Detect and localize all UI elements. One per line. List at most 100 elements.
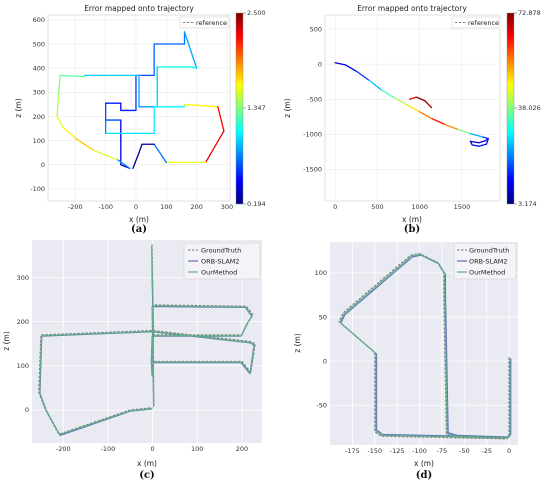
error-segment-a-2-2 — [132, 152, 140, 170]
series-a — [56, 31, 225, 170]
colorbar-b — [506, 12, 515, 205]
error-segment-b-0-17 — [471, 144, 480, 147]
y-axis-label-d: z (m) — [293, 333, 302, 353]
x-tick-label-d-1: -150 — [367, 447, 382, 455]
grid-d — [330, 242, 518, 445]
error-segment-b-1-1 — [415, 96, 426, 102]
error-segment-a-0-25 — [74, 137, 95, 151]
colorbar-mid-b: 38.026 — [518, 104, 541, 112]
error-segment-a-0-26 — [92, 149, 119, 161]
y-tick-label-a-7: 600 — [33, 16, 45, 24]
error-segment-b-0-7 — [419, 111, 434, 120]
colorbar-min-b: 3.174 — [518, 200, 537, 208]
error-segment-b-0-10 — [457, 128, 472, 135]
x-tick-label-d-6: -25 — [481, 447, 492, 455]
series-line-d-orb-slam2 — [340, 254, 512, 438]
error-segment-b-0-1 — [344, 64, 357, 72]
legend-label-b: reference — [468, 19, 499, 27]
legend-label-a: reference — [196, 19, 227, 27]
legend-c: GroundTruth ORB-SLAM2 OurMethod — [183, 242, 261, 280]
legend-d: GroundTruth ORB-SLAM2 OurMethod — [453, 242, 517, 280]
legend-a: reference — [179, 16, 229, 29]
error-segment-a-0-27 — [117, 159, 131, 170]
x-tick-label-d-0: -175 — [345, 447, 360, 455]
error-segment-a-0-21 — [57, 74, 61, 96]
x-tick-label-b-2: 1000 — [411, 203, 428, 211]
error-segment-a-1-7 — [205, 130, 225, 164]
caption-a: (a) — [131, 224, 147, 235]
error-segment-a-0-13 — [189, 66, 198, 69]
y-tick-label-a-0: -100 — [30, 185, 45, 193]
ticks-d: -175 -150 -125 -100 -75 -50 -25 0 -50 0 50 100 — [315, 269, 512, 455]
y-tick-label-b-0: -1500 — [303, 166, 322, 174]
plot-area-a — [47, 14, 231, 202]
y-tick-label-c-0: 0 — [25, 406, 29, 414]
ticks-c: -200 -100 0 100 200 0 100 200 300 — [17, 274, 249, 453]
x-tick-label-a-1: -100 — [98, 203, 113, 211]
error-segment-b-0-12 — [482, 136, 489, 140]
error-segment-a-0-23 — [56, 115, 64, 128]
y-tick-label-b-3: 0 — [318, 60, 322, 68]
x-tick-label-d-5: -50 — [459, 447, 470, 455]
error-segment-b-1-0 — [408, 96, 417, 100]
x-tick-label-d-4: -75 — [437, 447, 448, 455]
legend-label-c-orb-slam2: ORB-SLAM2 — [201, 258, 240, 266]
error-segment-b-0-0 — [334, 62, 346, 66]
colorbar-a — [235, 12, 244, 205]
x-tick-label-b-0: 0 — [333, 203, 337, 211]
y-tick-label-b-4: 500 — [310, 25, 322, 33]
legend-label-d-our-method: OurMethod — [469, 269, 505, 277]
x-axis-label-b: x (m) — [402, 215, 422, 224]
y-tick-label-c-3: 300 — [17, 274, 29, 282]
error-segment-b-0-19 — [485, 138, 489, 145]
legend-b: reference — [451, 16, 499, 29]
legend-label-c-our-method: OurMethod — [201, 269, 237, 277]
x-tick-label-c-2: 0 — [151, 445, 155, 453]
error-segment-b-0-4 — [380, 89, 395, 99]
caption-c: (c) — [139, 470, 155, 481]
error-segment-a-0-20 — [59, 74, 86, 78]
error-segment-b-0-8 — [431, 118, 446, 126]
error-segment-b-0-2 — [355, 70, 370, 81]
error-segment-a-1-5 — [183, 103, 219, 108]
panel-b: 0 500 1000 1500 -1500 -1000 -500 0 500 Error map… — [283, 4, 541, 235]
x-axis-label-d: x (m) — [414, 459, 434, 468]
y-tick-label-a-6: 500 — [33, 40, 45, 48]
colorbar-min-a: 0.194 — [247, 200, 266, 208]
error-segment-b-1-2 — [424, 99, 433, 109]
y-tick-label-d-3: 100 — [315, 269, 327, 277]
series-c — [38, 244, 256, 437]
x-tick-label-d-3: -100 — [412, 447, 427, 455]
chart-title-a: Error mapped onto trajectory — [84, 4, 194, 13]
error-segment-b-0-9 — [444, 123, 459, 131]
error-segment-b-0-3 — [368, 79, 383, 91]
y-tick-label-b-1: -1000 — [303, 131, 322, 139]
error-segment-a-1-6 — [217, 106, 225, 132]
panel-a: -200 -100 0 100 200 300 -100 0 100 200 300 400 500 60… — [14, 4, 266, 235]
y-tick-label-d-2: 50 — [319, 313, 327, 321]
y-tick-label-c-1: 100 — [17, 362, 29, 370]
error-segment-a-0-22 — [56, 94, 60, 118]
x-tick-label-a-5: 300 — [221, 203, 233, 211]
x-tick-label-a-3: 100 — [160, 203, 172, 211]
ticks-a: -200 -100 0 100 200 300 -100 0 100 200 300 400 500 60… — [30, 16, 233, 211]
x-tick-label-a-4: 200 — [190, 203, 202, 211]
x-tick-label-a-2: 0 — [134, 203, 138, 211]
y-tick-label-a-3: 200 — [33, 113, 45, 121]
x-tick-label-d-2: -125 — [390, 447, 405, 455]
colorbar-max-b: 72.878 — [518, 9, 541, 17]
y-tick-label-a-4: 300 — [33, 89, 45, 97]
series-line-c-ourmethod — [39, 245, 255, 436]
y-tick-label-d-1: 0 — [323, 357, 327, 365]
x-tick-label-c-1: -100 — [101, 445, 116, 453]
error-segment-a-1-9 — [153, 143, 167, 164]
x-axis-label-a: x (m) — [129, 215, 149, 224]
legend-label-d-orb-slam2: ORB-SLAM2 — [469, 258, 508, 266]
y-tick-label-d-0: -50 — [316, 402, 327, 410]
y-tick-label-c-2: 200 — [17, 318, 29, 326]
x-tick-label-b-1: 500 — [371, 203, 383, 211]
chart-title-b: Error mapped onto trajectory — [357, 4, 467, 13]
x-tick-label-c-3: 100 — [191, 445, 203, 453]
